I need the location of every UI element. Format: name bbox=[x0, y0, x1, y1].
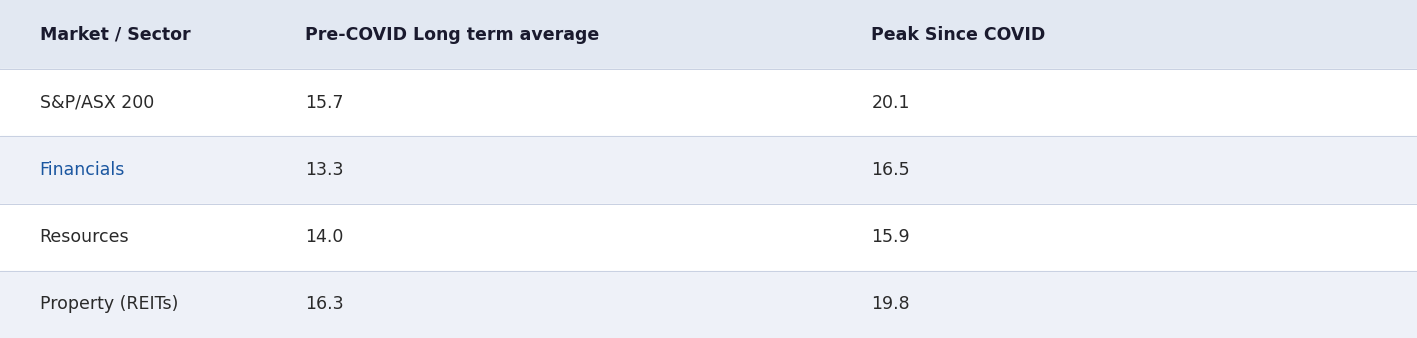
Text: Property (REITs): Property (REITs) bbox=[40, 295, 179, 313]
Text: 19.8: 19.8 bbox=[871, 295, 910, 313]
Bar bbox=[0, 203, 1417, 271]
Text: 14.0: 14.0 bbox=[305, 228, 343, 246]
Text: S&P/ASX 200: S&P/ASX 200 bbox=[40, 94, 154, 112]
Text: Pre-COVID Long term average: Pre-COVID Long term average bbox=[305, 26, 599, 44]
Text: 13.3: 13.3 bbox=[305, 161, 343, 179]
Text: 16.3: 16.3 bbox=[305, 295, 343, 313]
Bar bbox=[0, 271, 1417, 338]
Text: Resources: Resources bbox=[40, 228, 129, 246]
Text: Market / Sector: Market / Sector bbox=[40, 26, 190, 44]
Text: 15.9: 15.9 bbox=[871, 228, 910, 246]
Bar bbox=[0, 69, 1417, 137]
Bar bbox=[0, 0, 1417, 69]
Text: 16.5: 16.5 bbox=[871, 161, 910, 179]
Text: Peak Since COVID: Peak Since COVID bbox=[871, 26, 1046, 44]
Bar bbox=[0, 137, 1417, 203]
Text: 20.1: 20.1 bbox=[871, 94, 910, 112]
Text: 15.7: 15.7 bbox=[305, 94, 343, 112]
Text: Financials: Financials bbox=[40, 161, 125, 179]
